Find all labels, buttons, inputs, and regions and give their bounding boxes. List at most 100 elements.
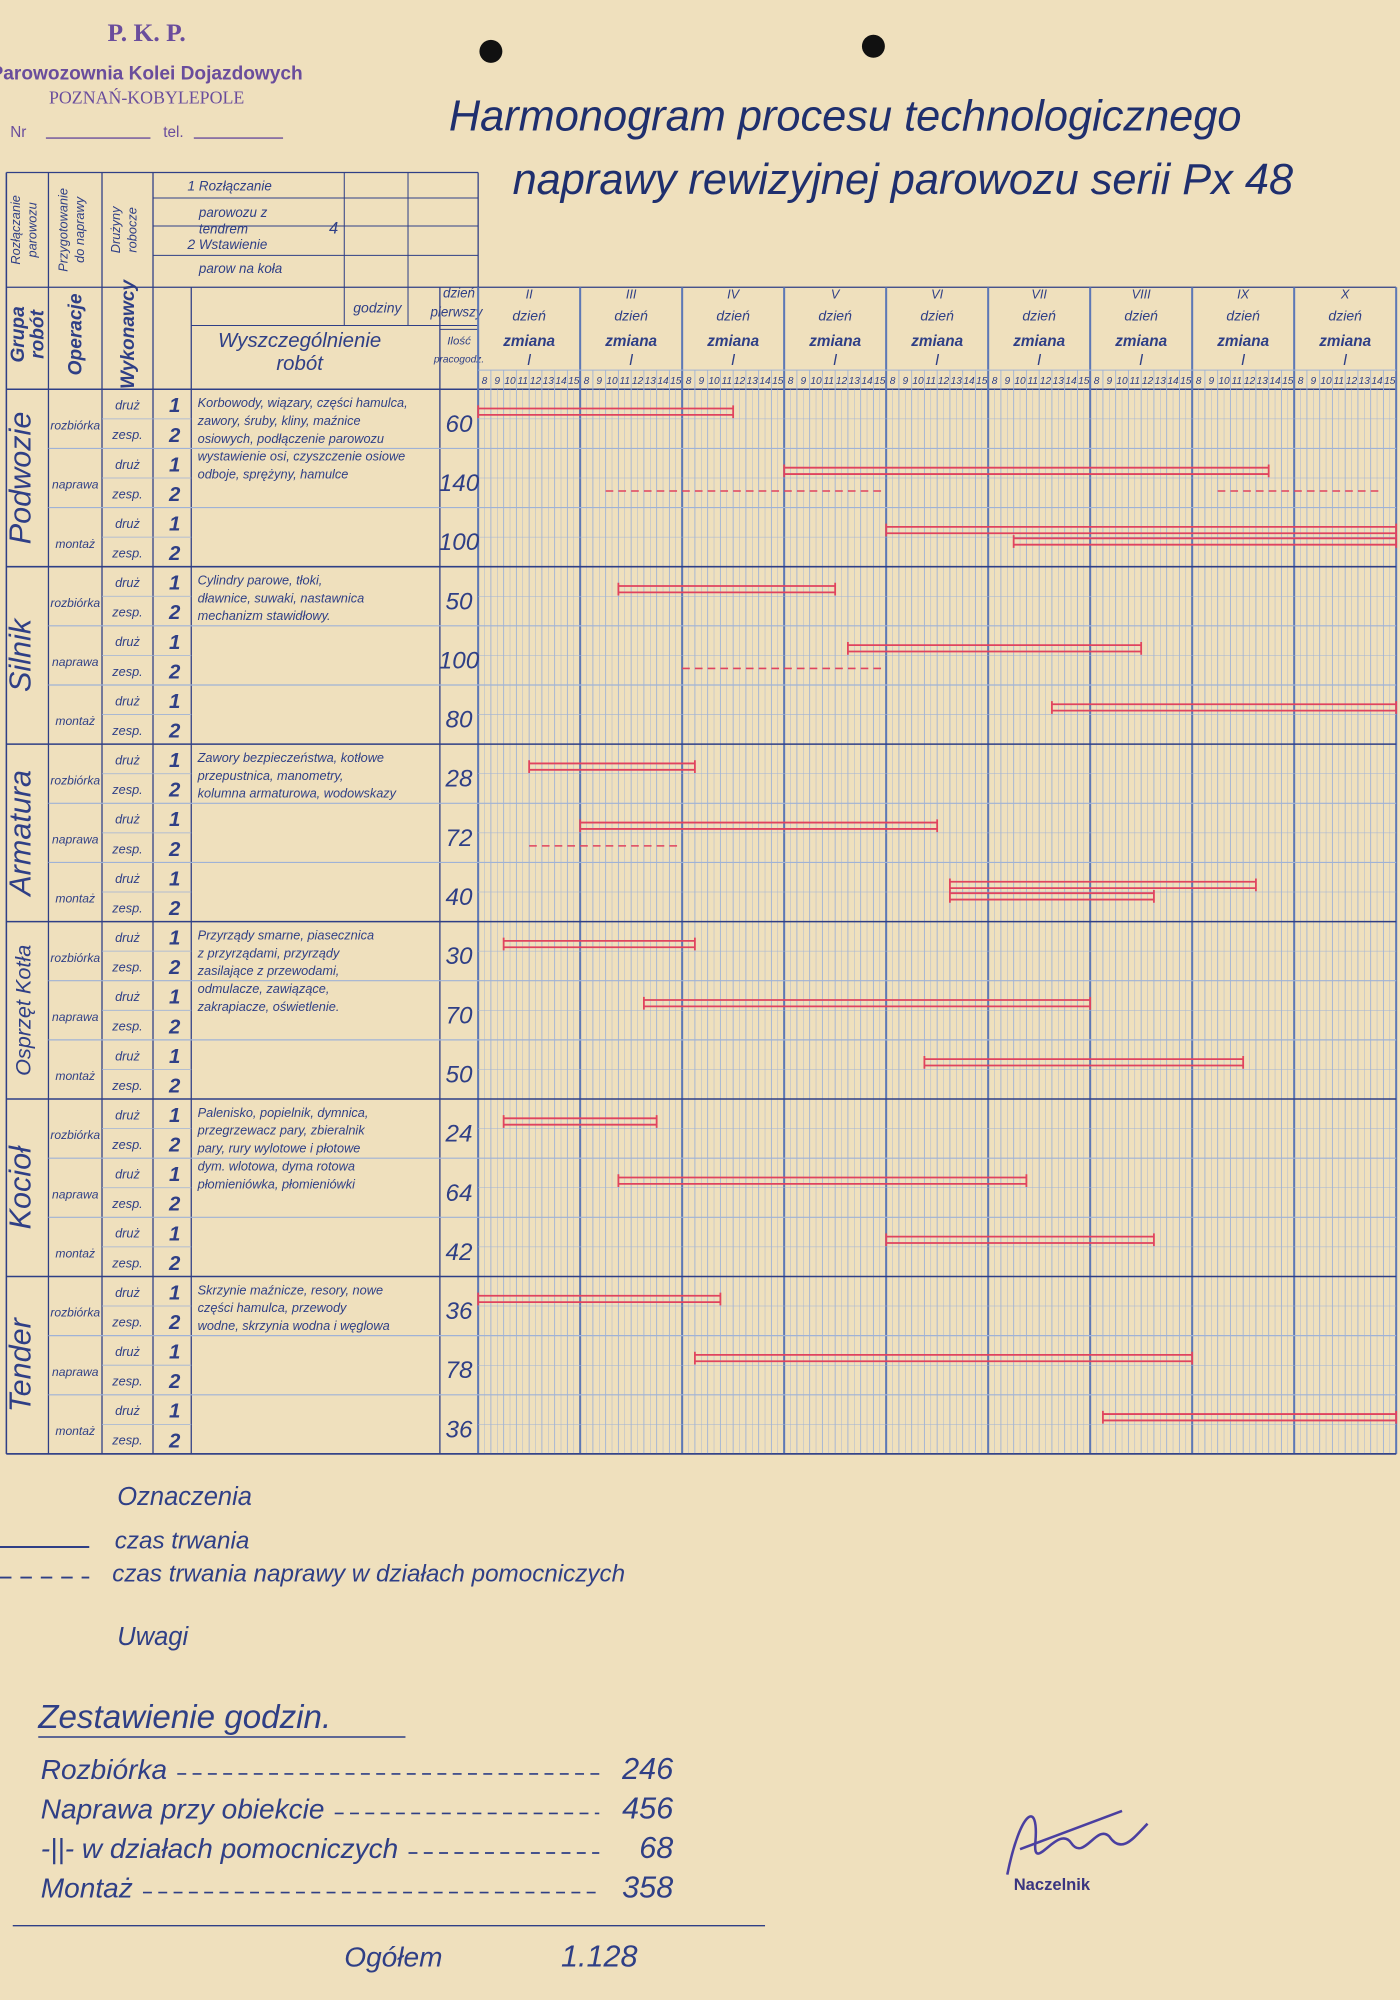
crew-type: druż — [115, 575, 140, 590]
crew-number: 2 — [168, 602, 181, 624]
crew-type: zesp. — [111, 1255, 142, 1270]
hour-label: 12 — [836, 376, 848, 387]
crew-type: druż — [115, 1344, 140, 1359]
crew-type: zesp. — [111, 1314, 142, 1329]
crew-number: 2 — [168, 484, 181, 506]
work-hours-label: pracogodz. — [433, 354, 484, 365]
column-label: Grupa — [8, 306, 29, 363]
shift-word: zmiana — [910, 333, 963, 350]
crew-number: 2 — [168, 1016, 181, 1038]
crew-number: 1 — [169, 1105, 180, 1127]
day-number: VII — [1031, 287, 1047, 302]
hour-label: 9 — [800, 376, 806, 387]
hour-label: 14 — [1167, 376, 1179, 387]
column-label: Operacje — [66, 293, 87, 375]
hour-label: 12 — [1346, 376, 1358, 387]
hour-label: 10 — [1218, 376, 1230, 387]
crew-type: druż — [115, 871, 140, 886]
day-word: dzień — [1124, 307, 1158, 323]
day-word: dzień — [920, 307, 954, 323]
crew-number: 2 — [168, 1194, 181, 1216]
crew-number: 1 — [169, 928, 180, 950]
crew-number: 2 — [168, 839, 181, 861]
operation-name: rozbiórka — [50, 773, 100, 787]
crew-type: zesp. — [111, 782, 142, 797]
group-name: Armatura — [4, 770, 38, 898]
hour-label: 13 — [1359, 376, 1371, 387]
hour-label: 15 — [976, 376, 988, 387]
operation-name: montaż — [55, 537, 95, 551]
operation-name: naprawa — [52, 1365, 99, 1379]
summary-label: -||- w działach pomocniczych — [41, 1833, 399, 1864]
group-name: Tender — [4, 1316, 38, 1412]
summary-value: 358 — [622, 1871, 673, 1905]
hour-label: 14 — [759, 376, 771, 387]
prep-line: Wstawienie — [199, 237, 267, 252]
crew-type: zesp. — [111, 900, 142, 915]
header-vertical-label: robocze — [124, 207, 139, 252]
crew-number: 2 — [168, 1075, 181, 1097]
hour-label: 11 — [823, 376, 834, 387]
hour-label: 15 — [1282, 376, 1294, 387]
shift-word: zmiana — [1114, 333, 1167, 350]
header-vertical-label: do naprawy — [72, 195, 87, 263]
crew-type: zesp. — [111, 427, 142, 442]
hours-label: godziny — [353, 300, 402, 316]
crew-type: zesp. — [111, 1137, 142, 1152]
shift-number: I — [935, 352, 940, 369]
hour-label: 12 — [632, 376, 644, 387]
duration-bar — [949, 890, 1155, 903]
shift-word: zmiana — [502, 333, 555, 350]
operation-name: rozbiórka — [50, 1128, 100, 1142]
shift-number: I — [527, 352, 532, 369]
day-word: dzień — [1022, 307, 1056, 323]
day-word: dzień — [614, 307, 648, 323]
hour-label: 8 — [1196, 376, 1202, 387]
description-line: odmulacze, zawiązące, — [198, 981, 330, 996]
shift-word: zmiana — [604, 333, 657, 350]
header-vertical-label: Drużyny — [108, 205, 123, 253]
duration-bar — [847, 641, 1143, 655]
stamp-tel: tel. — [163, 124, 183, 141]
crew-type: zesp. — [111, 664, 142, 679]
work-hours: 36 — [446, 1416, 473, 1443]
description-line: Palenisko, popielnik, dymnica, — [198, 1105, 369, 1120]
description-line: mechanizm stawidłowy. — [198, 608, 331, 623]
hour-label: 12 — [938, 376, 950, 387]
hour-label: 14 — [657, 376, 669, 387]
operation-name: rozbiórka — [50, 418, 100, 432]
duration-bar — [885, 523, 1398, 537]
hour-label: 10 — [504, 376, 516, 387]
duration-bar — [579, 819, 939, 833]
shift-number: I — [833, 352, 838, 369]
hour-label: 15 — [568, 376, 580, 387]
work-hours: 78 — [446, 1357, 473, 1384]
crew-number: 1 — [169, 1046, 180, 1068]
legend-solid: czas trwania — [115, 1527, 250, 1554]
crew-type: druż — [115, 1285, 140, 1300]
hour-label: 11 — [1232, 376, 1243, 387]
operation-name: rozbiórka — [50, 951, 100, 965]
stamp-name: Parowozownia Kolei Dojazdowych — [0, 63, 303, 84]
hour-label: 14 — [861, 376, 873, 387]
hour-label: 10 — [1014, 376, 1026, 387]
crew-type: druż — [115, 1226, 140, 1241]
prep-line: parowozu z — [198, 205, 268, 220]
column-label: robót — [27, 308, 48, 358]
description-line: pary, rury wylotowe i płotowe — [197, 1141, 361, 1156]
crew-type: druż — [115, 1107, 140, 1122]
hour-label: 9 — [698, 376, 704, 387]
hour-label: 9 — [596, 376, 602, 387]
hour-label: 8 — [788, 376, 794, 387]
crew-type: zesp. — [111, 1374, 142, 1389]
work-hours: 50 — [446, 1061, 473, 1088]
hour-label: 8 — [890, 376, 896, 387]
work-hours: 140 — [439, 470, 480, 497]
description-line: Cylindry parowe, tłoki, — [198, 573, 323, 588]
header-vertical-label: Przygotowanie — [56, 188, 71, 272]
hour-label: 11 — [517, 376, 528, 387]
hour-label: 10 — [1116, 376, 1128, 387]
signature-title: Naczelnik — [1014, 1875, 1091, 1894]
hour-label: 15 — [874, 376, 886, 387]
hour-label: 10 — [1320, 376, 1332, 387]
